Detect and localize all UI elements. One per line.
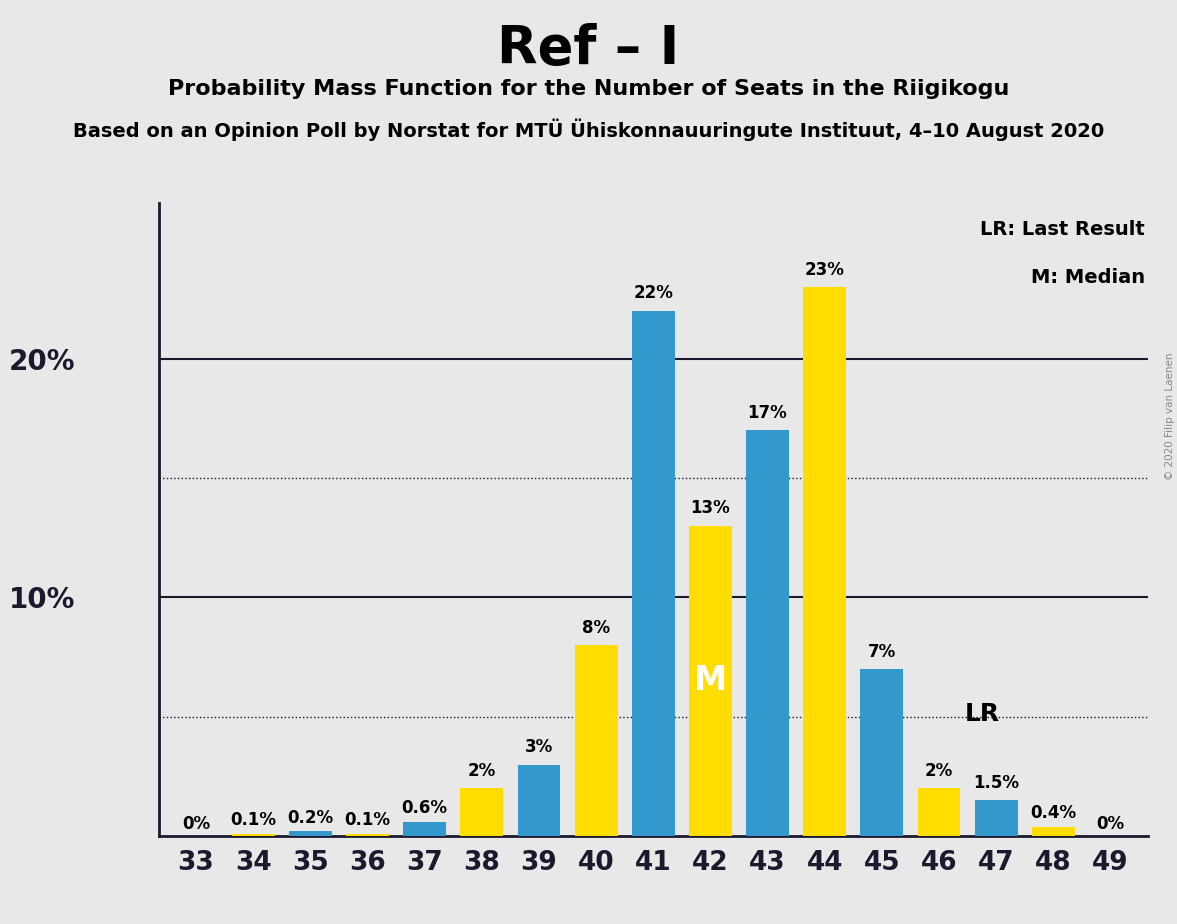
Text: 2%: 2% <box>925 762 953 780</box>
Bar <box>404 821 446 836</box>
Bar <box>288 832 332 836</box>
Text: 1.5%: 1.5% <box>973 774 1019 792</box>
Text: Ref – I: Ref – I <box>498 23 679 75</box>
Bar <box>232 833 274 836</box>
Text: 0.1%: 0.1% <box>345 811 391 829</box>
Text: 0.1%: 0.1% <box>231 811 277 829</box>
Bar <box>518 764 560 836</box>
Text: 0.6%: 0.6% <box>401 799 447 817</box>
Text: © 2020 Filip van Laenen: © 2020 Filip van Laenen <box>1165 352 1175 480</box>
Text: 13%: 13% <box>691 499 730 517</box>
Text: 17%: 17% <box>747 404 787 422</box>
Bar <box>689 526 732 836</box>
Bar <box>803 286 846 836</box>
Bar <box>975 800 1018 836</box>
Bar <box>746 431 789 836</box>
Text: 0.4%: 0.4% <box>1030 804 1076 821</box>
Text: 7%: 7% <box>867 643 896 661</box>
Text: LR: Last Result: LR: Last Result <box>980 220 1145 239</box>
Text: M: Median: M: Median <box>1031 268 1145 286</box>
Bar <box>346 833 388 836</box>
Text: 22%: 22% <box>633 285 673 302</box>
Text: 8%: 8% <box>581 619 610 637</box>
Text: 3%: 3% <box>525 738 553 756</box>
Text: 0%: 0% <box>1096 815 1124 833</box>
Text: M: M <box>693 664 727 698</box>
Text: Based on an Opinion Poll by Norstat for MTÜ Ühiskonnauuringute Instituut, 4–10 A: Based on an Opinion Poll by Norstat for … <box>73 118 1104 140</box>
Text: 23%: 23% <box>805 261 845 278</box>
Text: 2%: 2% <box>467 762 496 780</box>
Text: LR: LR <box>965 702 999 726</box>
Bar <box>860 669 903 836</box>
Bar <box>1032 827 1075 836</box>
Bar <box>574 645 618 836</box>
Text: 0%: 0% <box>182 815 211 833</box>
Text: 0.2%: 0.2% <box>287 808 333 827</box>
Bar <box>632 310 674 836</box>
Bar <box>918 788 960 836</box>
Text: Probability Mass Function for the Number of Seats in the Riigikogu: Probability Mass Function for the Number… <box>168 79 1009 99</box>
Bar <box>460 788 504 836</box>
